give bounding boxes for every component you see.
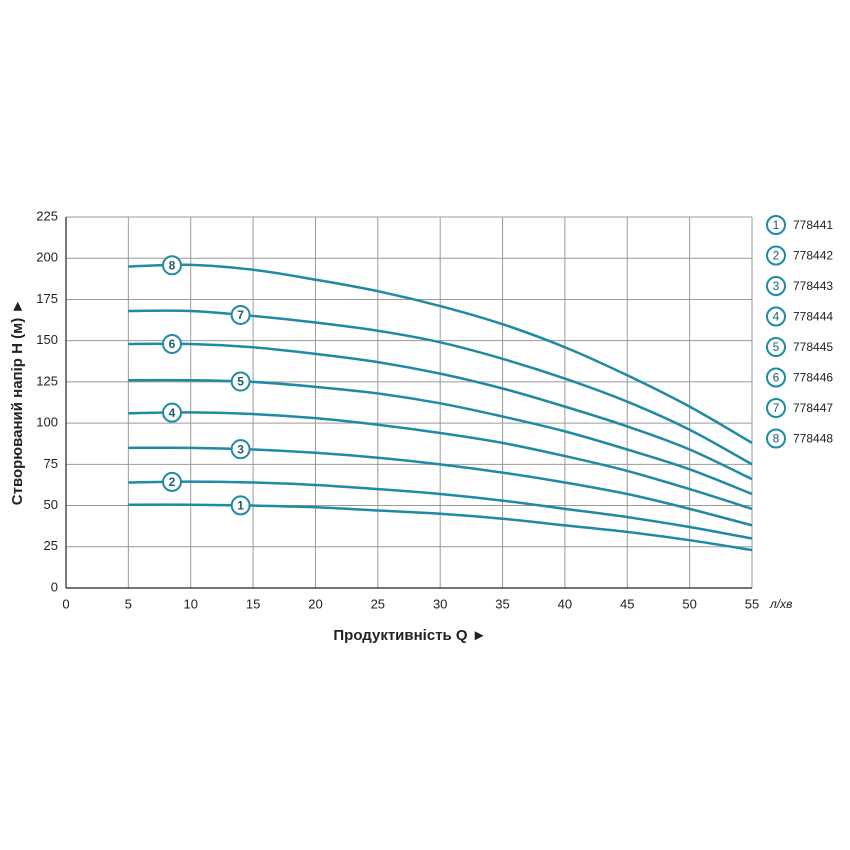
legend-number: 4 [773,310,780,324]
x-tick-label: 15 [246,596,260,611]
x-tick-label: 10 [183,596,197,611]
legend-number: 3 [773,279,780,293]
y-tick-label: 75 [44,456,58,471]
curve-label: 4 [169,406,176,420]
legend-label: 778447 [793,401,833,415]
x-tick-label: 40 [558,596,572,611]
legend-badge [766,398,786,418]
curve-label: 1 [237,499,244,513]
x-tick-label: 35 [495,596,509,611]
curve-badge [162,471,183,492]
y-tick-label: 175 [36,291,58,306]
curve-label: 2 [169,475,176,489]
legend-badge [766,337,786,357]
legend-badge [766,306,786,327]
y-tick-label: 150 [36,332,58,347]
curve-label: 3 [237,442,244,456]
curve-label: 7 [237,308,244,322]
x-tick-label: 0 [62,596,69,611]
pump-curve [128,342,753,481]
y-axis-title: Створюваний напір H (м) ► [9,299,26,505]
curve-badge [162,333,183,354]
legend-number: 5 [773,340,780,354]
y-tick-label: 50 [44,497,58,512]
x-tick-label: 25 [371,596,385,611]
legend-label: 778442 [793,249,833,263]
y-tick-label: 25 [44,538,58,553]
y-tick-label: 0 [51,579,58,594]
curve-badge [230,371,251,392]
curve-badge [162,255,183,276]
y-tick-label: 125 [36,373,58,388]
curve-badge [230,304,251,325]
legend-badge [766,428,786,449]
curve-label: 6 [169,337,176,351]
curve-badge [162,402,183,423]
x-unit: л/хв [769,597,792,611]
x-tick-label: 45 [620,596,634,611]
pump-curve [128,411,753,511]
legend-label: 778445 [793,340,833,354]
y-tick-label: 100 [36,415,58,430]
x-tick-label: 55 [745,596,759,611]
legend-badge [766,367,786,388]
pump-curve [128,480,753,540]
y-tick-label: 225 [36,208,58,223]
legend-badge [766,245,786,266]
legend-badge [766,276,786,296]
legend-label: 778446 [793,371,833,385]
x-axis-title: Продуктивність Q ► [333,627,486,644]
y-tick-label: 200 [36,250,58,265]
curve-badge [230,439,251,460]
legend-number: 6 [773,371,780,385]
x-tick-label: 50 [682,596,696,611]
curve-badge [230,495,251,516]
legend-label: 778443 [793,279,833,293]
curve-label: 8 [169,258,176,272]
pump-curve [128,263,753,444]
legend-label: 778448 [793,432,833,446]
legend-number: 1 [773,218,780,232]
x-tick-label: 30 [433,596,447,611]
legend-number: 7 [773,401,780,415]
x-tick-label: 5 [125,596,132,611]
legend-badge [766,215,786,235]
curve-label: 5 [237,375,244,389]
legend-label: 778444 [793,310,833,324]
x-tick-label: 20 [308,596,322,611]
legend-number: 2 [773,249,780,263]
legend-label: 778441 [793,218,833,232]
legend-number: 8 [773,432,780,446]
